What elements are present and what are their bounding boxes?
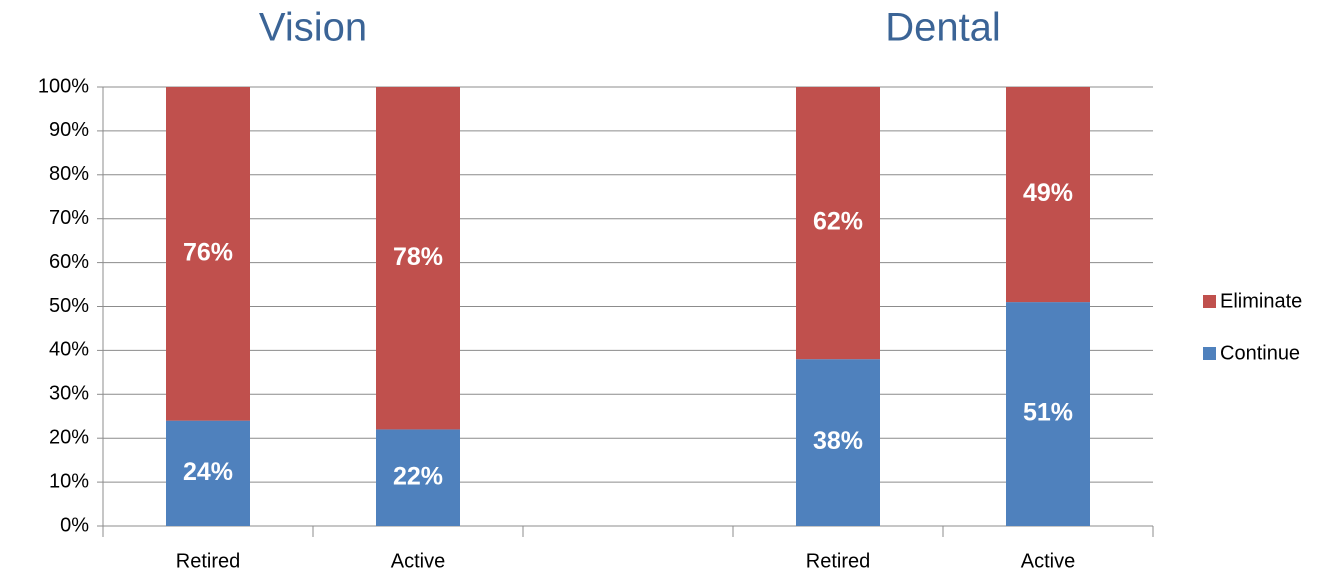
y-tick-label: 70% [49, 207, 89, 229]
bar-segment [376, 87, 460, 430]
bar-segment [796, 359, 880, 526]
x-tick-label: Active [391, 550, 445, 572]
x-tick-label: Retired [806, 550, 870, 572]
bar-segment [166, 420, 250, 526]
bar-segment [1006, 87, 1090, 303]
bar-segment [166, 87, 250, 421]
y-tick-label: 90% [49, 119, 89, 141]
y-tick-label: 60% [49, 251, 89, 273]
legend-swatch [1203, 347, 1216, 360]
value-label: 76% [183, 238, 233, 266]
y-tick-label: 40% [49, 339, 89, 361]
value-label: 24% [183, 458, 233, 486]
value-label: 22% [393, 462, 443, 490]
value-label: 38% [813, 427, 863, 455]
value-label: 78% [393, 243, 443, 271]
group-title: Dental [885, 6, 1001, 50]
y-tick-label: 10% [49, 470, 89, 492]
value-label: 51% [1023, 399, 1073, 427]
y-tick-label: 30% [49, 383, 89, 405]
x-tick-label: Retired [176, 550, 240, 572]
legend-label: Continue [1220, 342, 1300, 364]
y-tick-label: 0% [60, 514, 89, 536]
value-label: 62% [813, 208, 863, 236]
legend-label: Eliminate [1220, 290, 1302, 312]
y-tick-label: 20% [49, 426, 89, 448]
y-tick-label: 50% [49, 295, 89, 317]
legend-swatch [1203, 295, 1216, 308]
value-label: 49% [1023, 179, 1073, 207]
bar-segment [796, 87, 880, 360]
bar-segment [1006, 302, 1090, 526]
y-tick-label: 100% [38, 75, 89, 97]
bar-segment [376, 429, 460, 526]
group-title: Vision [259, 6, 367, 50]
y-tick-label: 80% [49, 163, 89, 185]
x-tick-label: Active [1021, 550, 1075, 572]
